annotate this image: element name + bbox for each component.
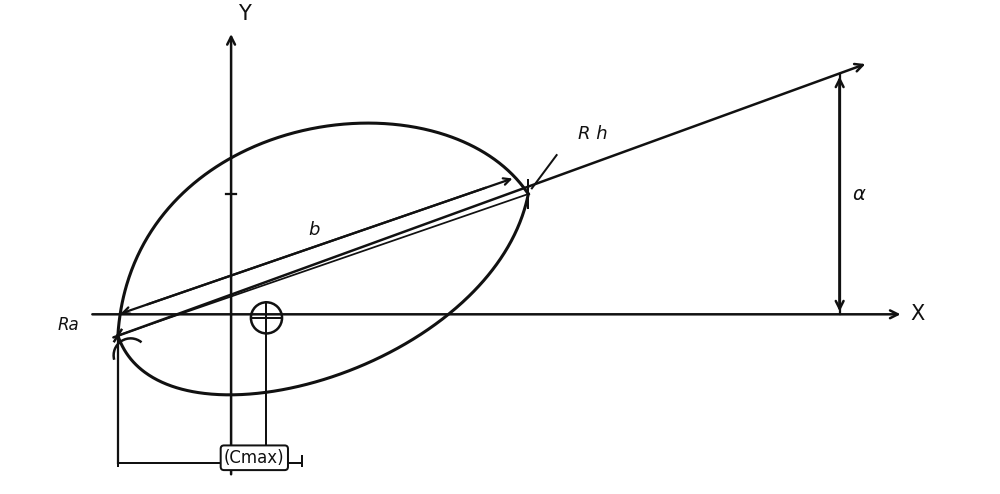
Text: (Cmax): (Cmax) (224, 449, 285, 467)
Text: R h: R h (578, 125, 607, 143)
Text: Ra: Ra (57, 316, 79, 334)
Text: X: X (910, 304, 925, 325)
Text: Y: Y (238, 4, 251, 24)
Text: b: b (309, 221, 320, 240)
Text: α: α (852, 185, 865, 204)
